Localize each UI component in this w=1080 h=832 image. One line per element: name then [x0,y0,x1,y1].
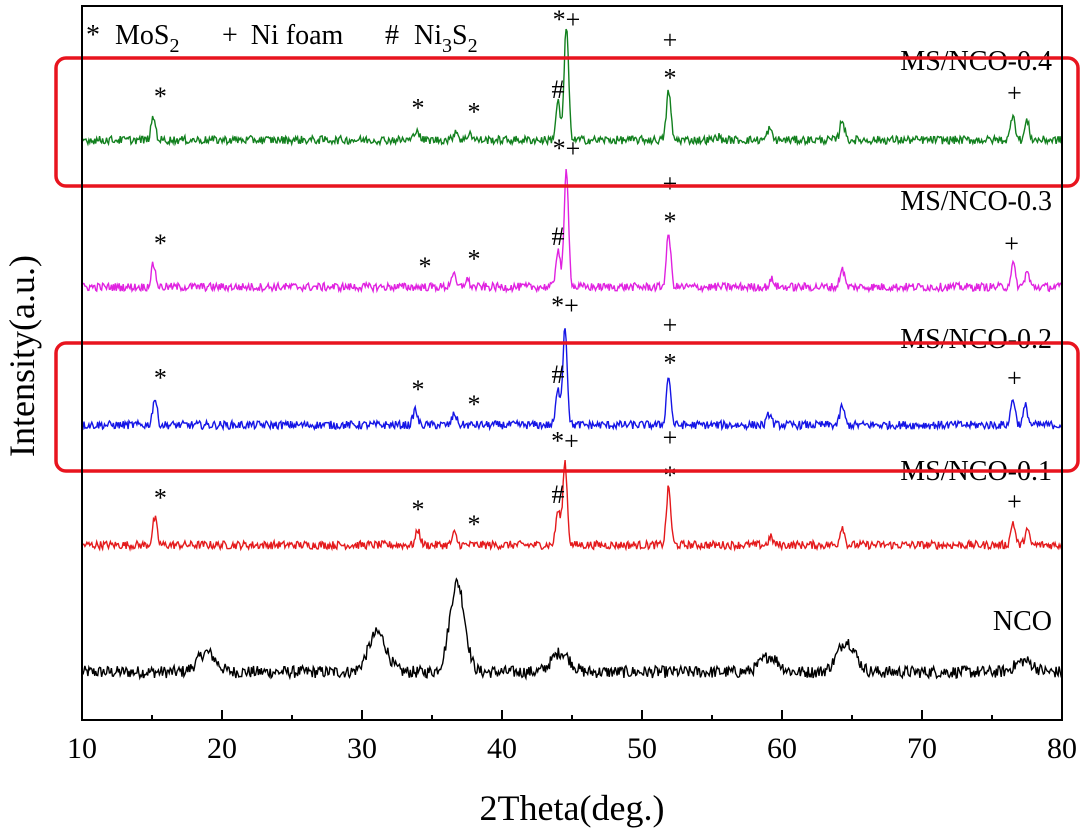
x-tick-label-80: 80 [1047,732,1077,765]
x-tick-label-30: 30 [347,732,377,765]
marker-ms-nco-0-1-4: *+ [551,426,579,455]
peak-markers: * **#*+ +*+* **#*++*+** *#*++*+* * *#*++*+ [154,5,1022,539]
legend-symbol-mos2: * [86,20,100,51]
highlight-box-ms-nco-0-4 [54,56,1080,188]
marker-ms-nco-0-2-6: + [1007,363,1022,392]
legend-sub-mos2: 2 [169,35,179,57]
marker-ms-nco-0-3-6: + [1004,229,1019,258]
legend-sub-ni3s2-2: 2 [468,35,478,57]
axes: 10 20 30 40 50 60 70 80 [67,5,1077,765]
marker-ms-nco-0-1-3: # [552,480,565,509]
series-label-ms-nco-0-2: MS/NCO-0.2 [900,324,1052,355]
marker-ms-nco-0-3-2: * [468,244,481,273]
legend-label-ni3s2-s: S [452,20,468,51]
marker-ms-nco-0-4-6: + [1007,78,1022,107]
legend-label-ni-foam: Ni foam [251,20,344,51]
marker-ms-nco-0-1-5-plus: + [663,423,678,452]
marker-ms-nco-0-1-6: + [1007,487,1022,516]
series-line-nco [81,577,1063,681]
marker-ms-nco-0-1-2: * [468,510,481,539]
marker-ms-nco-0-1-5-star: * [664,461,677,490]
legend-sub-ni3s2-3: 3 [442,35,452,57]
marker-ms-nco-0-2-0: * [154,363,167,392]
series-label-ms-nco-0-3: MS/NCO-0.3 [900,186,1052,217]
marker-ms-nco-0-4-3: # [552,75,565,104]
series-line-ms-nco-0-4 [81,28,1063,147]
marker-ms-nco-0-2-2: * [468,390,481,419]
series-label-nco: NCO [993,606,1052,637]
marker-ms-nco-0-2-1: * [412,375,425,404]
marker-ms-nco-0-4-5-star: * [664,64,677,93]
x-tick-label-10: 10 [67,732,97,765]
series-line-ms-nco-0-2 [81,328,1063,432]
x-axis-title: 2Theta(deg.) [480,788,665,828]
marker-ms-nco-0-2-3: # [552,360,565,389]
series-labels: NCOMS/NCO-0.1MS/NCO-0.2MS/NCO-0.3MS/NCO-… [900,46,1052,637]
plot-area [81,28,1063,681]
highlight-boxes [54,56,1080,473]
series-line-ms-nco-0-1 [81,460,1063,552]
marker-ms-nco-0-2-5-plus: + [663,311,678,340]
marker-ms-nco-0-4-0: * [154,82,167,111]
marker-ms-nco-0-3-4: *+ [553,134,581,163]
x-tick-label-70: 70 [907,732,937,765]
marker-ms-nco-0-3-5-plus: + [663,169,678,198]
marker-ms-nco-0-1-1: * [412,495,425,524]
x-tick-label-60: 60 [767,732,797,765]
legend-item-ni-foam: + Ni foam [222,20,344,51]
marker-ms-nco-0-2-4: *+ [551,291,579,320]
legend-label-ni3s2-ni: Ni [414,20,442,51]
legend-symbol-ni-foam: + [222,20,238,51]
series-label-ms-nco-0-4: MS/NCO-0.4 [900,46,1052,77]
series-line-ms-nco-0-3 [81,169,1063,294]
marker-ms-nco-0-1-0: * [154,483,167,512]
marker-ms-nco-0-3-0: * [154,229,167,258]
marker-ms-nco-0-3-1: * [419,252,432,281]
marker-ms-nco-0-3-3: # [552,222,565,251]
legend-item-mos2: * MoS2 [86,20,179,57]
legend-label-mos2: MoS [115,20,169,51]
marker-ms-nco-0-4-5-plus: + [663,26,678,55]
plot-frame [81,5,1063,721]
marker-ms-nco-0-4-1: * [412,94,425,123]
marker-ms-nco-0-3-5-star: * [664,207,677,236]
highlight-box-ms-nco-0-2 [54,341,1080,473]
legend-item-ni3s2: # Ni3S2 [385,20,478,57]
y-axis-title: Intensity(a.u.) [2,255,42,457]
x-tick-label-40: 40 [487,732,517,765]
legend-symbol-ni3s2: # [385,20,399,51]
marker-ms-nco-0-4-4: *+ [553,5,581,34]
x-tick-label-50: 50 [627,732,657,765]
marker-ms-nco-0-2-5-star: * [664,349,677,378]
x-tick-label-20: 20 [207,732,237,765]
marker-ms-nco-0-4-2: * [468,97,481,126]
